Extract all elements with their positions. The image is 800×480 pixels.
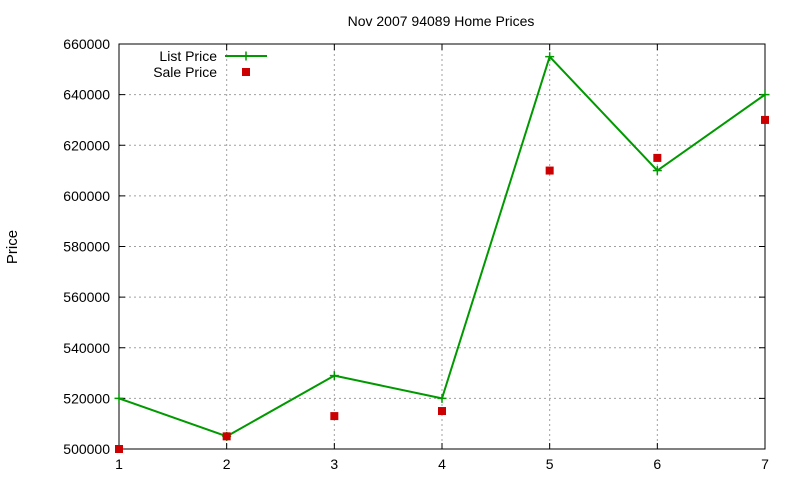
y-tick-label: 500000 — [63, 441, 110, 457]
legend-marker-list-price — [241, 51, 251, 61]
y-tick-label: 640000 — [63, 87, 110, 103]
x-axis: 1 2 3 4 5 6 7 — [115, 44, 769, 472]
x-tick-label: 6 — [653, 456, 661, 472]
x-tick-label: 4 — [438, 456, 446, 472]
grid — [119, 44, 765, 449]
series-layer — [114, 52, 770, 453]
x-tick-label: 2 — [223, 456, 231, 472]
list-price-point — [329, 371, 339, 381]
sale-price-point — [761, 115, 769, 124]
y-tick-label: 600000 — [63, 188, 110, 204]
sale-price-point — [330, 412, 339, 421]
y-axis-label: Price — [4, 230, 21, 264]
list-price-point — [760, 90, 770, 100]
sale-price-point — [653, 153, 662, 162]
legend-label-sale-price: Sale Price — [153, 64, 217, 80]
legend-label-list-price: List Price — [159, 48, 217, 64]
chart-title: Nov 2007 94089 Home Prices — [348, 13, 535, 29]
sale-price-point — [545, 166, 554, 175]
y-tick-label: 620000 — [63, 137, 110, 153]
list-price-point — [652, 166, 662, 176]
y-tick-label: 580000 — [63, 239, 110, 255]
x-tick-label: 3 — [330, 456, 338, 472]
y-axis: 500000 520000 540000 560000 580000 600000 6200… — [63, 36, 765, 457]
y-tick-label: 540000 — [63, 340, 110, 356]
x-tick-label: 1 — [115, 456, 123, 472]
x-tick-label: 7 — [761, 456, 769, 472]
sale-price-point — [115, 445, 123, 453]
list-price-point — [545, 52, 555, 62]
legend-marker-sale-price — [242, 68, 250, 76]
x-tick-label: 5 — [546, 456, 554, 472]
sale-price-point — [438, 407, 446, 416]
y-tick-label: 560000 — [63, 289, 110, 305]
y-tick-label: 660000 — [63, 36, 110, 52]
y-tick-label: 520000 — [63, 390, 110, 406]
list-price-point — [114, 393, 124, 403]
sale-price-point — [222, 432, 231, 441]
list-price-point — [437, 393, 447, 403]
